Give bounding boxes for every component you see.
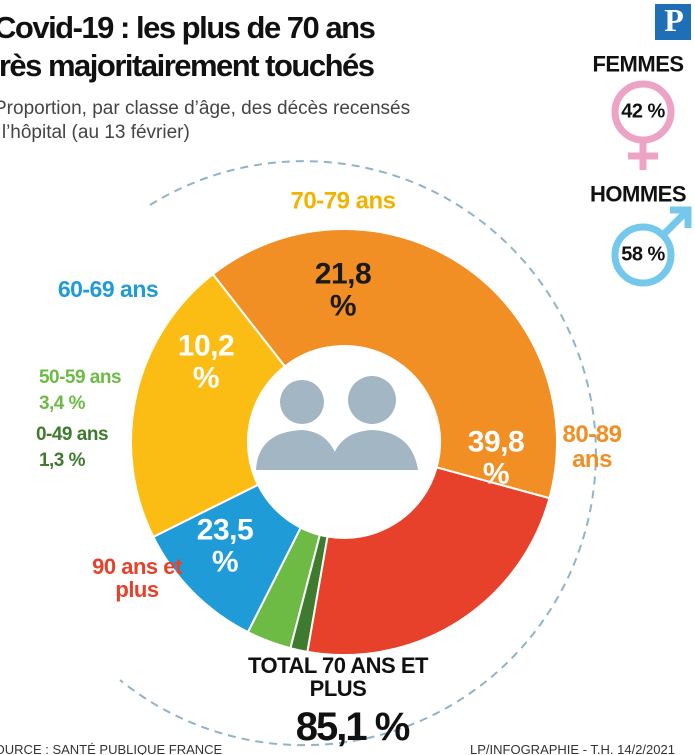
category-label: 0-49 ans [17,425,127,445]
value-label: 1,3 % [22,451,102,471]
women-label: FEMMES [592,52,683,75]
subtitle: à l’hôpital (au 13 février) [0,122,190,144]
value-label: 3,4 % [22,394,102,414]
category-label: 60-69 ans [38,277,178,301]
people-icon [256,376,418,470]
category-label: 50-59 ans [25,368,135,388]
category-label: 70-79 ans [263,188,423,213]
source: SOURCE : SANTÉ PUBLIQUE FRANCE [0,742,222,755]
value-label: 21,8 % [308,259,378,322]
total-label: TOTAL 70 ANS ET PLUS [238,654,438,700]
value-label: 39,8 % [461,427,531,490]
men-value: 58 % [621,245,665,266]
title: très majoritairement touchés [0,48,374,84]
total-value: 85,1 % [296,706,409,748]
women-value: 42 % [621,102,665,123]
category-label: 90 ans et plus [92,555,182,601]
slice [307,467,549,655]
value-label: 10,2 % [171,331,241,394]
logo: P [658,2,690,39]
value-label: 23,5 % [190,515,260,578]
title: Covid-19 : les plus de 70 ans [0,10,374,46]
category-label: 80-89 ans [562,422,622,472]
subtitle: Proportion, par classe d’âge, des décès … [0,98,410,120]
credit: LP/INFOGRAPHIE - T.H. 14/2/2021 [470,742,675,755]
men-label: HOMMES [590,182,686,205]
infographic: Covid-19 : les plus de 70 ans très major… [0,0,695,755]
